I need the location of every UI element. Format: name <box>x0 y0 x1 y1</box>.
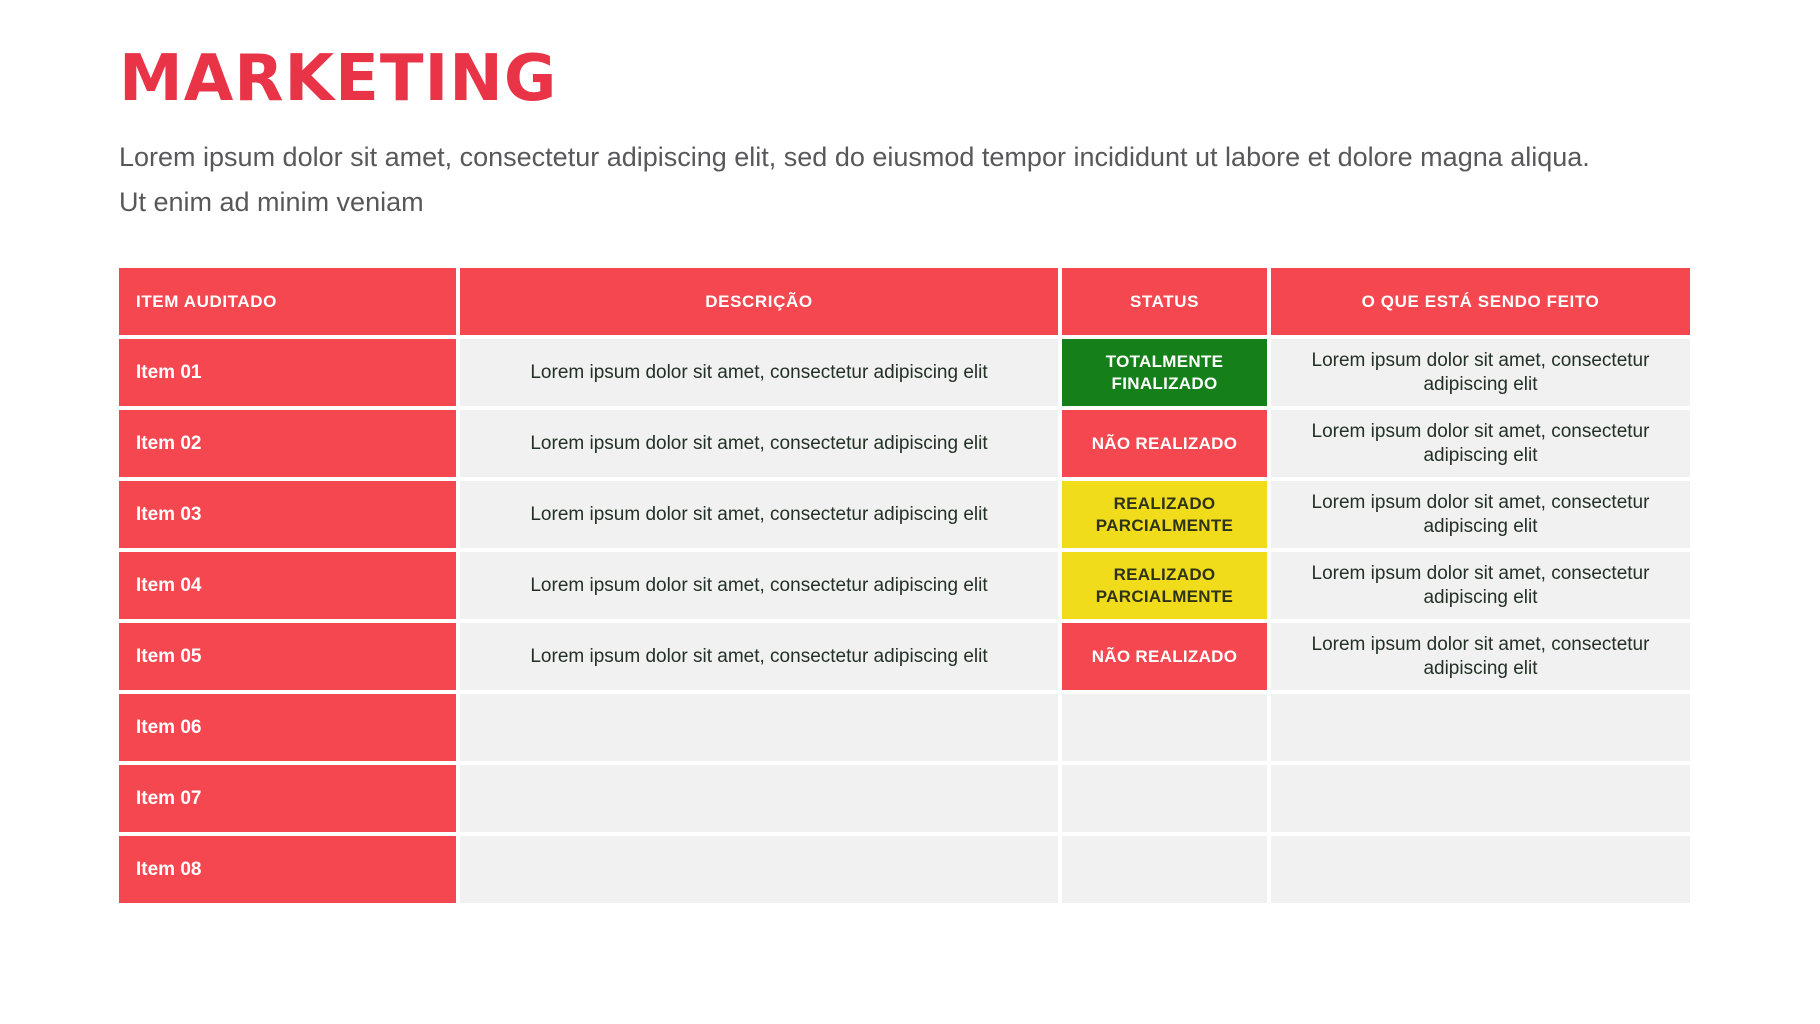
feito-cell: Lorem ipsum dolor sit amet, consectetur … <box>1271 481 1690 549</box>
slide-content: MARKETING Lorem ipsum dolor sit amet, co… <box>119 42 1701 904</box>
page-title: MARKETING <box>119 42 558 116</box>
status-badge-8 <box>1062 836 1267 904</box>
feito-cell: Lorem ipsum dolor sit amet, consectetur … <box>1271 410 1690 478</box>
feito-cell <box>1271 765 1690 833</box>
descricao-cell <box>460 836 1058 904</box>
status-badge-7 <box>1062 765 1267 833</box>
status-badge-1: TOTALMENTE FINALIZADO <box>1062 339 1267 407</box>
item-cell-4: Item 04 <box>119 552 456 620</box>
descricao-cell: Lorem ipsum dolor sit amet, consectetur … <box>460 623 1058 691</box>
item-cell-1: Item 01 <box>119 339 456 407</box>
descricao-cell <box>460 694 1058 762</box>
column-header-o-que-esta-sendo-feito: O QUE ESTÁ SENDO FEITO <box>1271 268 1690 336</box>
item-cell-5: Item 05 <box>119 623 456 691</box>
column-header-status: STATUS <box>1062 268 1267 336</box>
item-cell-6: Item 06 <box>119 694 456 762</box>
descricao-cell: Lorem ipsum dolor sit amet, consectetur … <box>460 552 1058 620</box>
feito-cell: Lorem ipsum dolor sit amet, consectetur … <box>1271 623 1690 691</box>
item-cell-8: Item 08 <box>119 836 456 904</box>
feito-cell: Lorem ipsum dolor sit amet, consectetur … <box>1271 552 1690 620</box>
descricao-cell: Lorem ipsum dolor sit amet, consectetur … <box>460 410 1058 478</box>
status-badge-2: NÃO REALIZADO <box>1062 410 1267 478</box>
descricao-cell <box>460 765 1058 833</box>
audit-table: ITEM AUDITADO DESCRIÇÃO STATUS O QUE EST… <box>119 268 1690 904</box>
status-badge-4: REALIZADO PARCIALMENTE <box>1062 552 1267 620</box>
feito-cell <box>1271 836 1690 904</box>
page-subtitle: Lorem ipsum dolor sit amet, consectetur … <box>119 142 1590 217</box>
item-cell-3: Item 03 <box>119 481 456 549</box>
status-badge-5: NÃO REALIZADO <box>1062 623 1267 691</box>
status-badge-3: REALIZADO PARCIALMENTE <box>1062 481 1267 549</box>
status-badge-6 <box>1062 694 1267 762</box>
column-header-descricao: DESCRIÇÃO <box>460 268 1058 336</box>
feito-cell <box>1271 694 1690 762</box>
item-cell-7: Item 07 <box>119 765 456 833</box>
descricao-cell: Lorem ipsum dolor sit amet, consectetur … <box>460 481 1058 549</box>
column-header-item-auditado: ITEM AUDITADO <box>119 268 456 336</box>
item-cell-2: Item 02 <box>119 410 456 478</box>
descricao-cell: Lorem ipsum dolor sit amet, consectetur … <box>460 339 1058 407</box>
feito-cell: Lorem ipsum dolor sit amet, consectetur … <box>1271 339 1690 407</box>
